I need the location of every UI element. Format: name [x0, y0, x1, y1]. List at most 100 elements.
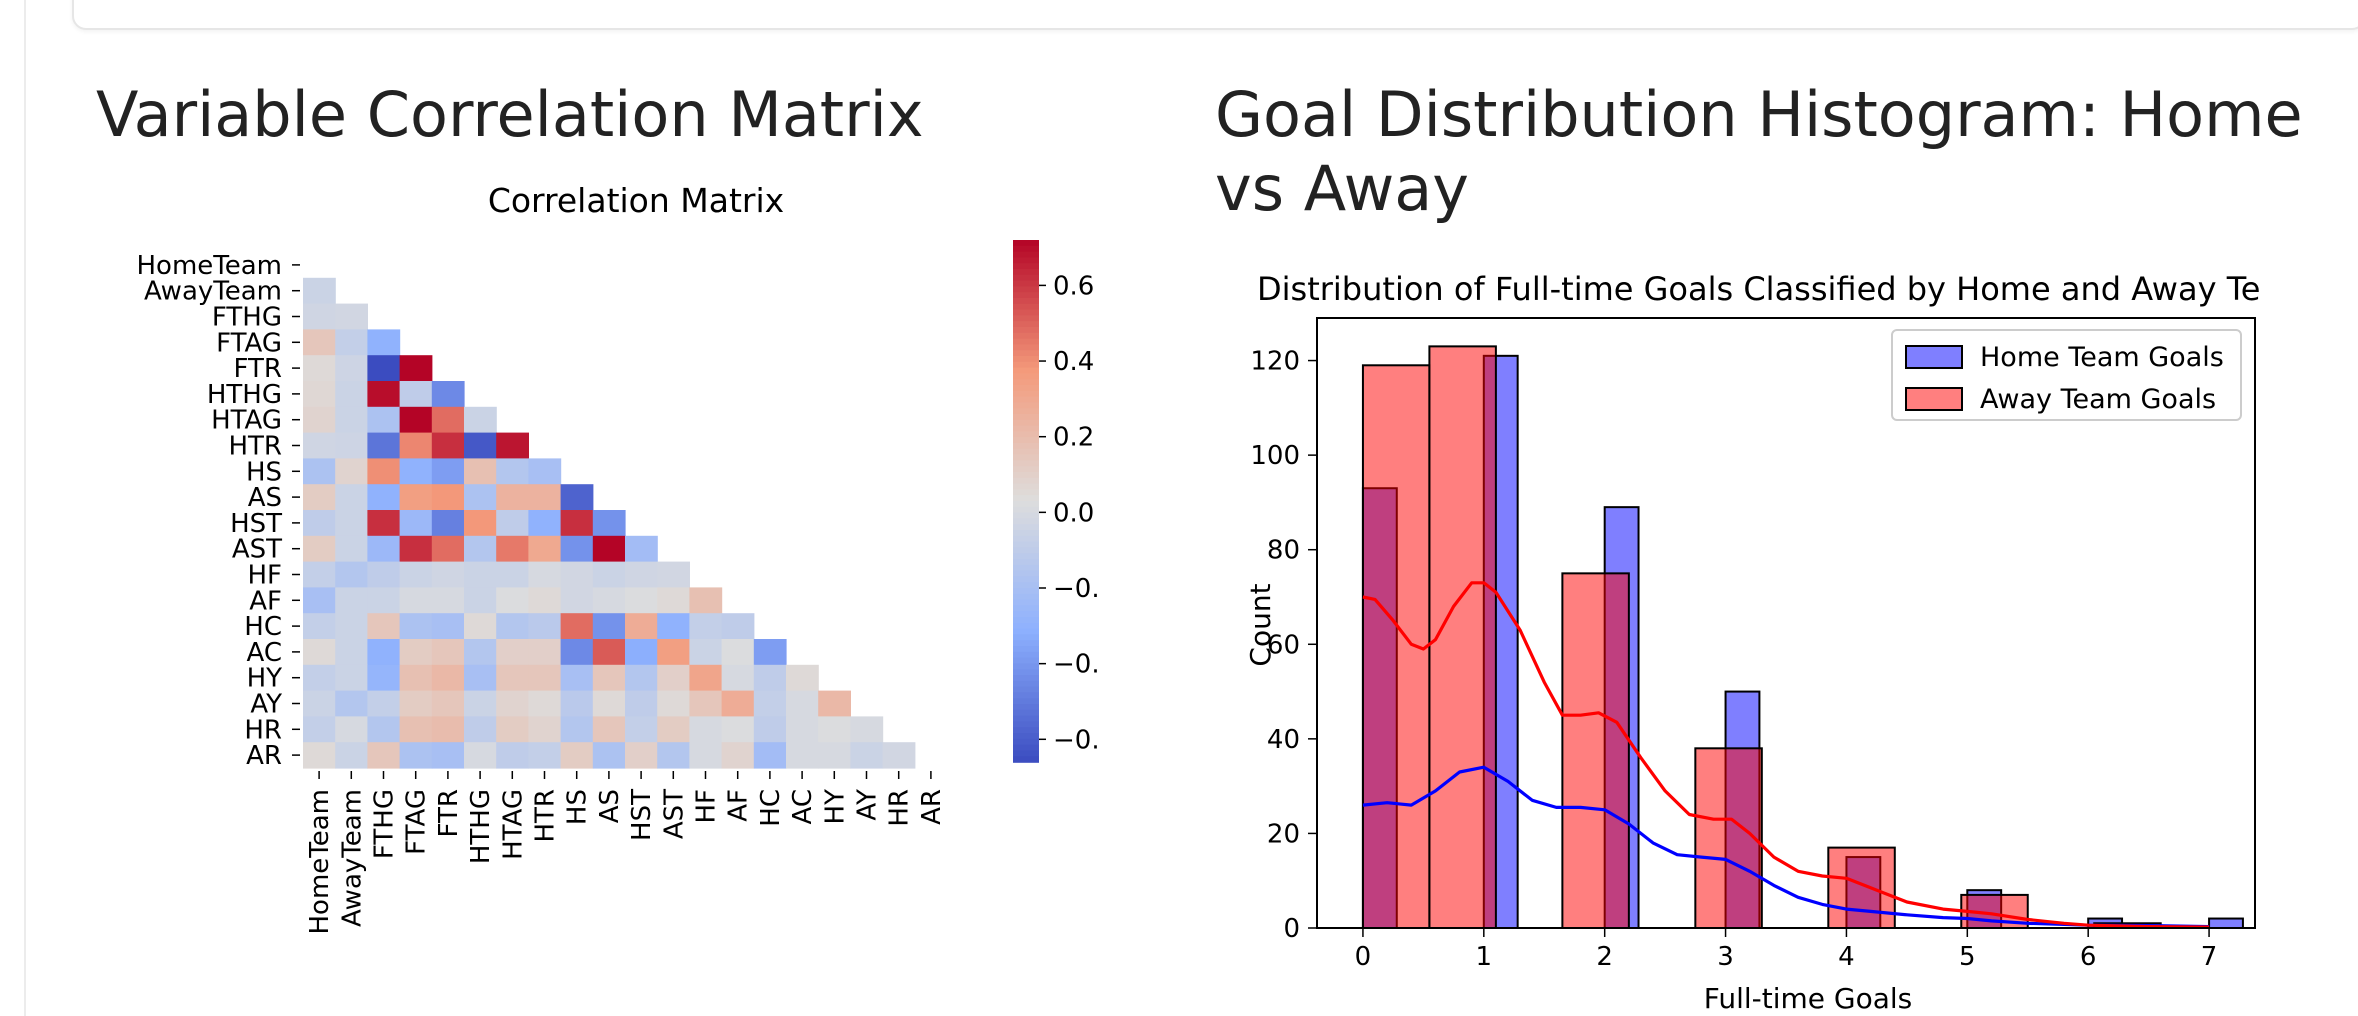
heatmap-cell: [592, 664, 626, 692]
heatmap-cell: [367, 535, 401, 563]
heatmap-cell: [303, 587, 336, 614]
heatmap-y-tick-label: HTHG: [207, 380, 282, 410]
heatmap-cell: [689, 613, 723, 640]
heatmap-cell: [528, 484, 562, 511]
heatmap-cell: [367, 716, 401, 743]
colorbar-segment: [1013, 518, 1039, 525]
heatmap-x-tick-label: HTHG: [466, 789, 496, 864]
heatmap-cell: [753, 664, 787, 692]
histogram-y-axis-label: Count: [1244, 583, 1277, 666]
heatmap-cell: [592, 510, 626, 537]
colorbar-segment: [1013, 257, 1039, 264]
colorbar-segment: [1013, 611, 1039, 618]
heatmap-cell: [464, 510, 497, 537]
histogram-x-axis-label: Full-time Goals: [1704, 982, 1913, 1015]
colorbar-segment: [1013, 698, 1039, 705]
heatmap-cell: [850, 742, 884, 769]
colorbar-segment: [1013, 361, 1039, 369]
heatmap-cell: [399, 535, 433, 563]
heatmap-cell: [431, 639, 465, 666]
colorbar-segment: [1013, 396, 1039, 404]
heatmap-cell: [496, 535, 529, 563]
heatmap-cell: [399, 510, 433, 537]
heatmap-y-tick-label: HF: [247, 561, 282, 591]
colorbar-segment: [1013, 431, 1039, 438]
heatmap-cell: [496, 613, 529, 640]
y-tick-label: 40: [1267, 725, 1300, 755]
colorbar-segment: [1013, 443, 1039, 450]
heatmap-cell: [464, 716, 497, 743]
heatmap-cell: [528, 742, 562, 769]
heatmap-cell: [689, 690, 723, 717]
heatmap-cell: [367, 639, 401, 666]
heatmap-y-tick-label: HY: [247, 664, 283, 694]
colorbar-segment: [1013, 460, 1039, 467]
colorbar-segment: [1013, 356, 1039, 363]
heatmap-cell: [528, 613, 562, 640]
heatmap-cell: [818, 742, 851, 769]
colorbar-segment: [1013, 298, 1039, 305]
heatmap-cell: [367, 406, 401, 434]
heatmap-cell: [335, 613, 368, 640]
heatmap-colorbar: −0.6 −0.4 −0.2 0.0 0.2 0.4 0.6: [1013, 240, 1100, 763]
colorbar-segment: [1013, 373, 1039, 380]
heatmap-cell: [496, 587, 529, 614]
heatmap-cell: [464, 458, 497, 485]
heatmap-x-tick-label: AR: [917, 789, 947, 825]
heatmap-x-tick-label: AC: [788, 789, 818, 824]
colorbar-segment: [1013, 274, 1039, 282]
heatmap-cell: [367, 458, 401, 485]
colorbar-segment: [1013, 675, 1039, 682]
heatmap-cell: [496, 432, 529, 459]
colorbar-segment: [1013, 692, 1039, 699]
heatmap-y-tick-label: HS: [246, 457, 282, 487]
heatmap-y-tick-label: HomeTeam: [136, 251, 282, 281]
heatmap-cells: [303, 277, 916, 769]
heatmap-cell: [721, 716, 755, 743]
heatmap-cell: [689, 664, 723, 692]
heatmap-x-tick-label: FTAG: [402, 789, 432, 855]
colorbar-segment: [1013, 425, 1039, 433]
colorbar-segment: [1013, 414, 1039, 421]
heatmap-cell: [303, 716, 336, 743]
heatmap-cell: [625, 664, 658, 692]
colorbar-segment: [1013, 385, 1039, 392]
colorbar-tick-label: 0.6: [1053, 271, 1094, 301]
heatmap-cell: [528, 587, 562, 614]
heatmap-cell: [560, 690, 594, 717]
colorbar-segment: [1013, 547, 1039, 554]
colorbar-segment: [1013, 489, 1039, 496]
colorbar-segment: [1013, 646, 1039, 653]
heatmap-cell: [303, 613, 336, 640]
colorbar-segment: [1013, 280, 1039, 288]
colorbar-segment: [1013, 338, 1039, 346]
heatmap-cell: [399, 381, 433, 408]
colorbar-segment: [1013, 437, 1039, 444]
heatmap-y-tick-label: HTAG: [211, 406, 282, 436]
colorbar-segment: [1013, 704, 1039, 711]
heatmap-cell: [464, 406, 497, 434]
heatmap-cell: [560, 535, 594, 563]
heatmap-x-tick-label: HTAG: [498, 789, 528, 860]
heatmap-y-tick-label: HC: [244, 612, 282, 642]
y-tick-label: 120: [1250, 347, 1300, 377]
heatmap-cell: [303, 458, 336, 485]
x-tick-label: 0: [1355, 942, 1372, 972]
heatmap-cell: [592, 716, 626, 743]
heatmap-cell: [496, 458, 529, 485]
heatmap-y-tick-label: HTR: [229, 432, 283, 462]
colorbar-segment: [1013, 669, 1039, 676]
heatmap-cell: [399, 432, 433, 459]
heatmap-y-tick-label: AY: [250, 690, 282, 720]
heatmap-cell: [560, 613, 594, 640]
heatmap-cell: [335, 355, 368, 382]
heatmap-cell: [399, 406, 433, 434]
heatmap-x-tick-label: HTR: [531, 789, 561, 843]
heatmap-cell: [657, 613, 690, 640]
colorbar-segment: [1013, 628, 1039, 636]
heatmap-x-tick-label: AF: [724, 789, 754, 822]
histogram-chart-title: Distribution of Full-time Goals Classifi…: [1257, 270, 2260, 308]
heatmap-cell: [335, 535, 368, 563]
heatmap-cell: [496, 561, 529, 588]
heatmap-cell: [303, 406, 336, 434]
